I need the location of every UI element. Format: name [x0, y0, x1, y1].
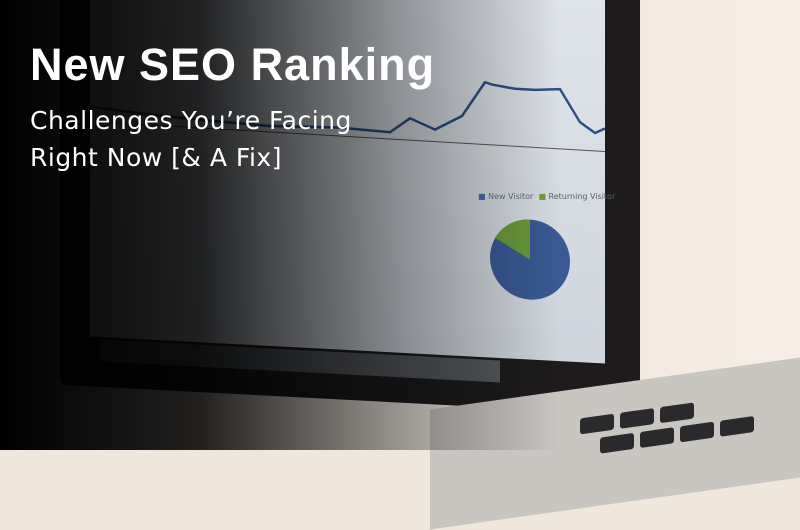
headline-subtitle-line2: Right Now [& A Fix] — [30, 142, 282, 172]
legend-swatch-new-visitor: ■ — [478, 192, 486, 201]
headline-title: New SEO Ranking — [30, 39, 436, 90]
legend-new-visitor: New Visitor — [488, 192, 534, 201]
legend-swatch-returning-visitor: ■ — [538, 192, 546, 201]
chart-legend: ■ New Visitor ■ Returning Visitor — [478, 192, 615, 201]
legend-returning-visitor: Returning Visitor — [548, 192, 616, 201]
headline-block: New SEO Ranking Challenges You’re Facing… — [30, 40, 435, 176]
dark-gradient-overlay — [0, 0, 800, 450]
headline-subtitle-line1: Challenges You’re Facing — [30, 105, 352, 135]
